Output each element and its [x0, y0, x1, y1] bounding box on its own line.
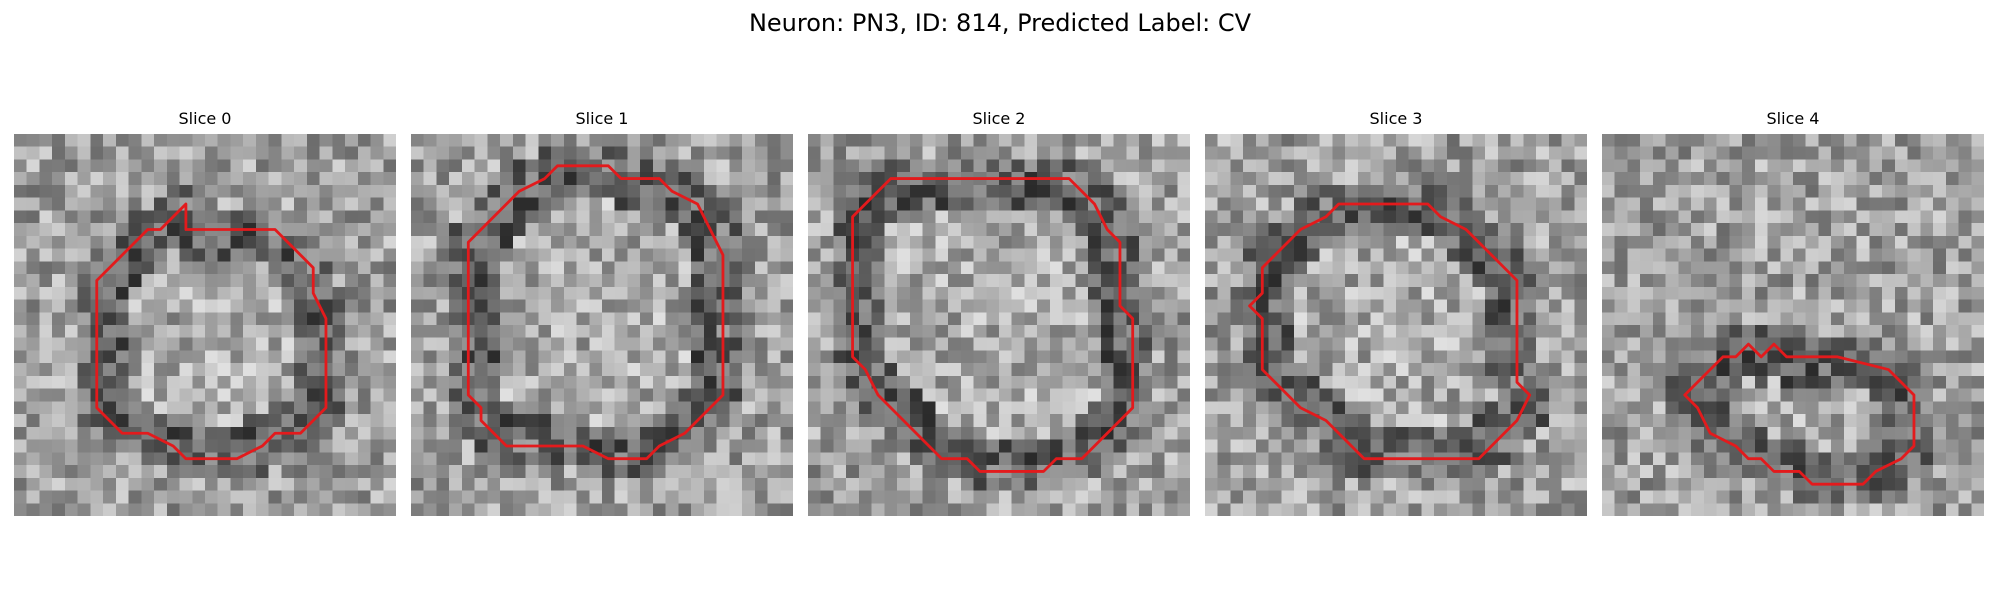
slice-title: Slice 0: [178, 109, 232, 128]
slice-title: Slice 2: [972, 109, 1026, 128]
pixel-grid: [14, 134, 396, 516]
slice-image: [1602, 134, 1984, 516]
slice-title: Slice 4: [1766, 109, 1820, 128]
cell-contour: [1248, 202, 1532, 461]
slice-panel-0: Slice 0: [14, 108, 396, 516]
slice-image: [808, 134, 1190, 516]
pixel-grid: [1602, 134, 1984, 516]
slice-image: [14, 134, 396, 516]
slice-panel-2: Slice 2: [808, 108, 1190, 516]
slice-image: [411, 134, 793, 516]
cell-contour: [95, 202, 328, 461]
slice-title: Slice 3: [1369, 109, 1423, 128]
slice-image: [1205, 134, 1587, 516]
pixel-grid: [1205, 134, 1587, 516]
slice-panel-1: Slice 1: [411, 108, 793, 516]
pixel-grid: [411, 134, 793, 516]
figure-title: Neuron: PN3, ID: 814, Predicted Label: C…: [748, 9, 1252, 37]
slice-panel-3: Slice 3: [1205, 108, 1587, 516]
slice-title: Slice 1: [575, 109, 629, 128]
cell-contour: [851, 177, 1135, 473]
pixel-grid: [808, 134, 1190, 516]
cell-contour: [466, 164, 725, 461]
cell-contour: [1683, 342, 1916, 486]
slice-panel-4: Slice 4: [1602, 108, 1984, 516]
